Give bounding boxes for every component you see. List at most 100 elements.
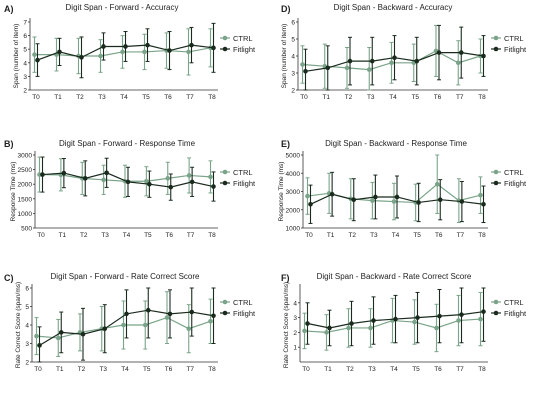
x-tick-label: T7 xyxy=(456,366,464,373)
x-tick-label: T4 xyxy=(121,366,129,373)
legend-swatch-point xyxy=(493,35,499,41)
data-point-fitlight xyxy=(415,315,420,320)
y-axis-label: Span (number of item) xyxy=(13,24,20,89)
y-tick-label: 2 xyxy=(23,88,27,95)
y-axis-label: Span (number of item) xyxy=(281,24,288,89)
data-point-fitlight xyxy=(351,197,357,203)
y-tick-label: 3 xyxy=(293,315,297,322)
x-tick-label: T1 xyxy=(56,366,64,373)
data-point-fitlight xyxy=(82,176,88,181)
y-axis-label: Response Time (ms) xyxy=(278,162,285,222)
y-tick-label: 1500 xyxy=(18,196,33,203)
x-tick-label: T1 xyxy=(54,94,62,101)
legend-swatch-point xyxy=(493,180,499,186)
legend-label-ctrl: CTRL xyxy=(233,34,253,43)
x-tick-label: T1 xyxy=(327,232,335,239)
data-point-fitlight xyxy=(373,194,378,200)
x-tick-label: T5 xyxy=(144,232,152,239)
data-point-fitlight xyxy=(211,45,216,51)
data-point-fitlight xyxy=(481,53,486,59)
y-tick-label: 2 xyxy=(293,330,297,337)
x-tick-label: T3 xyxy=(98,94,106,101)
panel-f: F) Digit Span - Backward - Rate Correct S… xyxy=(281,272,527,373)
data-point-ctrl xyxy=(434,325,439,331)
legend-label-ctrl: CTRL xyxy=(233,298,253,307)
data-point-fitlight xyxy=(371,318,376,323)
x-tick-label: T5 xyxy=(413,232,421,239)
panel-label: E) xyxy=(281,139,290,149)
y-tick-label: 5 xyxy=(291,37,295,44)
data-point-fitlight xyxy=(394,194,400,200)
data-point-ctrl xyxy=(208,319,213,324)
legend-label-ctrl: CTRL xyxy=(504,34,524,43)
data-point-fitlight xyxy=(436,50,442,55)
x-tick-label: T2 xyxy=(348,232,356,239)
data-point-ctrl xyxy=(144,178,149,184)
y-tick-label: 4 xyxy=(291,54,295,61)
x-tick-label: T5 xyxy=(143,366,151,373)
data-point-fitlight xyxy=(416,200,421,205)
y-tick-label: 2000 xyxy=(18,182,33,189)
x-tick-label: T1 xyxy=(322,94,330,101)
legend-label-fitlight: Fitlight xyxy=(504,309,527,318)
data-point-ctrl xyxy=(370,198,375,203)
y-tick-label: 4 xyxy=(293,300,297,307)
x-tick-label: T0 xyxy=(32,94,40,101)
data-point-fitlight xyxy=(123,44,128,49)
x-tick-label: T7 xyxy=(457,232,465,239)
data-point-ctrl xyxy=(34,333,39,339)
x-tick-label: T2 xyxy=(346,366,354,373)
x-tick-label: T1 xyxy=(59,232,67,239)
data-point-fitlight xyxy=(393,316,398,322)
data-point-fitlight xyxy=(329,191,335,197)
data-point-ctrl xyxy=(344,65,350,71)
legend-swatch-point xyxy=(222,310,228,316)
x-tick-label: T8 xyxy=(478,94,486,101)
x-tick-label: T6 xyxy=(434,366,442,373)
panel-title: Digit Span - Backward - Response Time xyxy=(325,139,467,148)
legend-swatch-point xyxy=(493,299,499,305)
legend-swatch-point xyxy=(493,310,499,316)
y-tick-label: 7 xyxy=(23,20,27,27)
x-tick-label: T3 xyxy=(367,94,375,101)
y-tick-label: 2 xyxy=(291,88,295,95)
panel-label: C) xyxy=(4,273,14,283)
data-point-fitlight xyxy=(349,321,354,326)
data-point-fitlight xyxy=(145,307,151,313)
data-point-fitlight xyxy=(325,65,331,71)
data-point-ctrl xyxy=(324,330,329,335)
data-point-ctrl xyxy=(434,181,440,187)
data-point-fitlight xyxy=(305,321,310,326)
y-tick-label: 6 xyxy=(291,20,295,27)
data-point-fitlight xyxy=(211,184,216,189)
x-tick-label: T2 xyxy=(345,94,353,101)
x-tick-label: T5 xyxy=(411,94,419,101)
panel-label: D) xyxy=(281,4,291,14)
panel-b: B) Digit Span - Forward - Response Time 50… xyxy=(4,139,256,239)
data-point-fitlight xyxy=(147,181,152,187)
data-point-fitlight xyxy=(437,313,442,319)
data-point-ctrl xyxy=(165,176,171,181)
x-tick-label: T7 xyxy=(187,232,195,239)
data-point-fitlight xyxy=(61,170,67,176)
x-tick-label: T8 xyxy=(478,366,486,373)
x-tick-label: T2 xyxy=(80,232,88,239)
data-point-ctrl xyxy=(456,318,461,323)
data-point-ctrl xyxy=(208,174,213,180)
data-point-fitlight xyxy=(58,330,64,335)
y-tick-label: 5000 xyxy=(286,153,301,160)
y-tick-label: 5 xyxy=(23,47,27,54)
data-point-ctrl xyxy=(98,53,103,59)
data-point-fitlight xyxy=(145,42,150,48)
data-point-ctrl xyxy=(142,49,147,55)
data-point-ctrl xyxy=(101,177,106,183)
data-point-fitlight xyxy=(37,343,42,348)
data-point-fitlight xyxy=(369,58,375,64)
y-axis-label: Rate Correct Score (span/ms) xyxy=(15,282,22,368)
y-tick-label: 4000 xyxy=(286,171,301,178)
data-point-fitlight xyxy=(35,57,40,63)
x-tick-label: T4 xyxy=(389,94,397,101)
x-tick-label: T6 xyxy=(164,94,172,101)
panel-title: Digit Span - Backward - Rate Correct Sco… xyxy=(317,272,472,281)
x-tick-label: T6 xyxy=(165,366,173,373)
